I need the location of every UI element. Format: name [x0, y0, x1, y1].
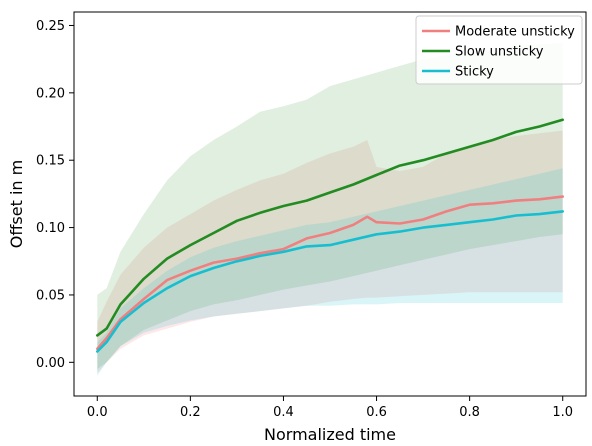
- x-tick-label: 0.6: [366, 405, 387, 420]
- confidence-bands: [97, 43, 563, 376]
- plot-frame: [73, 11, 587, 397]
- x-axis-label: Normalized time: [264, 425, 396, 444]
- x-tick-label: 0.4: [273, 405, 294, 420]
- y-tick-label: 0.05: [36, 288, 65, 303]
- legend-box: [415, 15, 583, 85]
- legend: Moderate unsticky Slow unsticky Sticky: [415, 15, 583, 85]
- x-tick-label: 0.8: [459, 405, 480, 420]
- x-tick-label: 0.2: [180, 405, 201, 420]
- y-tick-label: 0.25: [36, 19, 65, 34]
- y-tick-label: 0.00: [36, 356, 65, 371]
- x-axis-ticks: 0.0 0.2 0.4 0.6 0.8 1.0: [87, 396, 573, 420]
- x-tick-label: 0.0: [87, 405, 108, 420]
- band-slow-unsticky: [97, 43, 563, 370]
- y-axis-label: Offset in m: [7, 160, 26, 248]
- legend-entry: Sticky: [455, 65, 494, 80]
- x-tick-label: 1.0: [552, 405, 573, 420]
- y-tick-label: 0.20: [36, 86, 65, 101]
- line-sticky: [96, 210, 565, 353]
- y-axis-ticks: 0.00 0.05 0.10 0.15 0.20 0.25: [36, 19, 74, 371]
- legend-entry: Slow unsticky: [455, 45, 544, 60]
- line-slow-unsticky: [96, 118, 565, 337]
- y-tick-label: 0.10: [36, 221, 65, 236]
- band-sticky: [97, 168, 563, 376]
- y-tick-label: 0.15: [36, 154, 65, 169]
- series-lines: [96, 118, 565, 353]
- line-moderate-unsticky: [96, 195, 565, 351]
- legend-entry: Moderate unsticky: [455, 25, 575, 40]
- band-moderate-unsticky: [97, 130, 563, 374]
